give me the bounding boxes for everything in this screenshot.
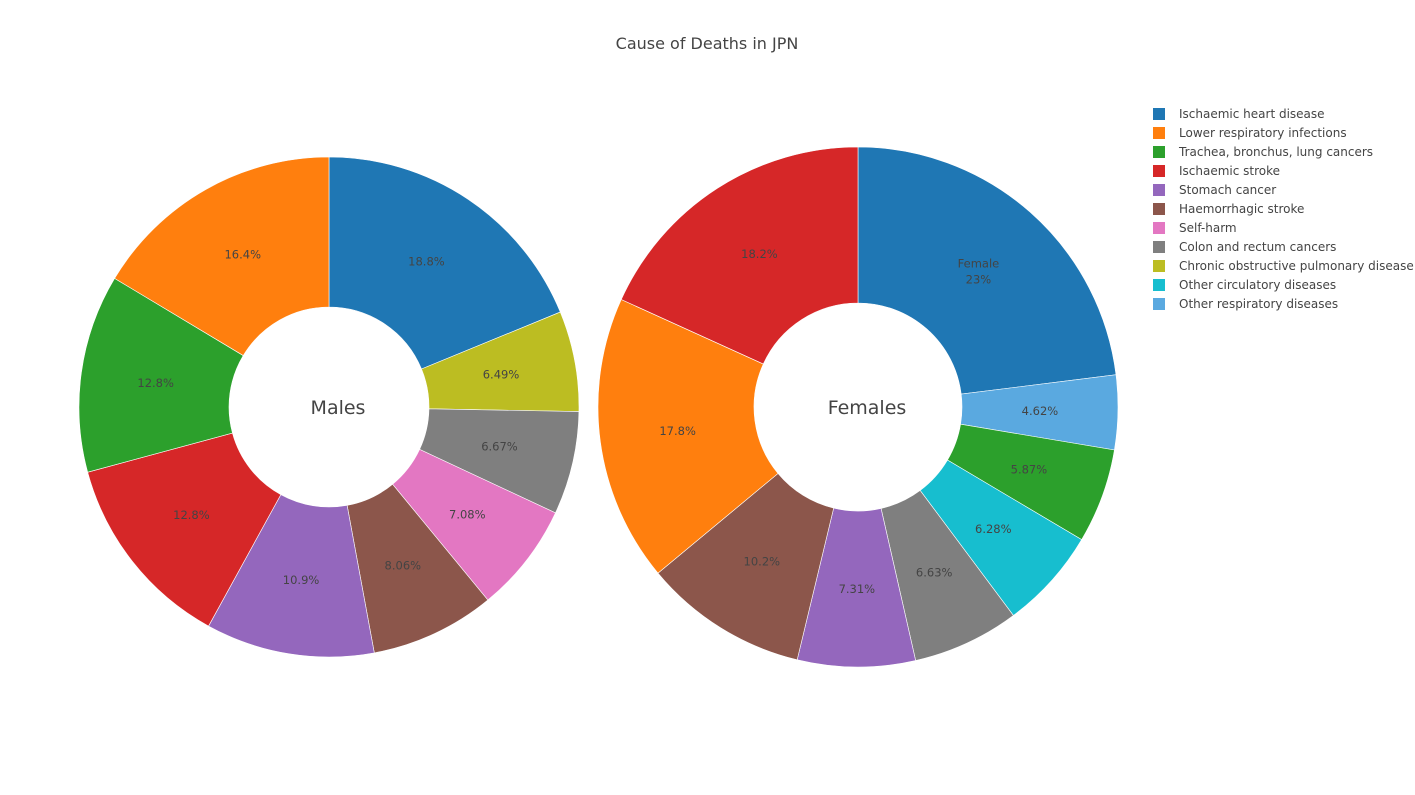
pie-slice-trachea-bronchus-lung-cancers[interactable] <box>78 277 244 473</box>
pie-slice-ischaemic-heart-disease[interactable] <box>857 146 1117 395</box>
pie-males: 18.8% 6.49% 6.67% 7.08% 8.06% 10.9% 12.8% 12.8%… <box>78 156 580 658</box>
legend-label: Ischaemic heart disease <box>1179 107 1325 121</box>
legend: Ischaemic heart disease Lower respiratory… <box>1153 107 1414 311</box>
legend-label: Stomach cancer <box>1179 183 1276 197</box>
legend-item-chronic-obstructive-pulmonary-disease[interactable]: Chronic obstructive pulmonary disease <box>1153 259 1414 273</box>
pie-slice-lower-respiratory-infections[interactable] <box>597 299 779 574</box>
legend-label: Ischaemic stroke <box>1179 164 1280 178</box>
slice-label: 16.4% <box>224 248 261 262</box>
slice-sublabel: Female <box>958 257 1000 271</box>
slice-label: 23% <box>966 273 992 287</box>
slice-label: 12.8% <box>173 508 210 522</box>
slice-label: 10.2% <box>744 555 781 569</box>
legend-label: Lower respiratory infections <box>1179 126 1347 140</box>
legend-label: Other respiratory diseases <box>1179 297 1338 311</box>
legend-label: Colon and rectum cancers <box>1179 240 1336 254</box>
legend-swatch <box>1153 222 1165 234</box>
slice-label: 6.28% <box>975 522 1012 536</box>
legend-item-colon-and-rectum-cancers[interactable]: Colon and rectum cancers <box>1153 240 1336 254</box>
legend-swatch <box>1153 127 1165 139</box>
pie-slice-ischaemic-stroke[interactable] <box>87 432 282 627</box>
legend-item-ischaemic-heart-disease[interactable]: Ischaemic heart disease <box>1153 107 1325 121</box>
slice-label: 18.2% <box>741 247 778 261</box>
pie-slice-ischaemic-stroke[interactable] <box>620 146 859 365</box>
legend-item-other-respiratory-diseases[interactable]: Other respiratory diseases <box>1153 297 1338 311</box>
chart-title: Cause of Deaths in JPN <box>616 34 799 53</box>
legend-item-stomach-cancer[interactable]: Stomach cancer <box>1153 183 1276 197</box>
pies-group: 18.8% 6.49% 6.67% 7.08% 8.06% 10.9% 12.8% 12.8%… <box>78 146 1119 668</box>
slice-label: 6.67% <box>481 440 518 454</box>
legend-label: Haemorrhagic stroke <box>1179 202 1304 216</box>
slice-label: 17.8% <box>659 424 696 438</box>
legend-swatch <box>1153 298 1165 310</box>
legend-swatch <box>1153 203 1165 215</box>
slice-label: 6.49% <box>483 368 520 382</box>
legend-item-trachea-bronchus-lung-cancers[interactable]: Trachea, bronchus, lung cancers <box>1153 145 1373 159</box>
slice-label: 10.9% <box>283 573 320 587</box>
legend-item-other-circulatory-diseases[interactable]: Other circulatory diseases <box>1153 278 1336 292</box>
legend-label: Chronic obstructive pulmonary disease <box>1179 259 1414 273</box>
slice-label: 4.62% <box>1022 404 1059 418</box>
legend-swatch <box>1153 184 1165 196</box>
pie-slice-ischaemic-heart-disease[interactable] <box>328 156 561 370</box>
slice-label: 18.8% <box>408 255 445 269</box>
legend-label: Trachea, bronchus, lung cancers <box>1178 145 1373 159</box>
pie-slice-haemorrhagic-stroke[interactable] <box>657 473 835 661</box>
slice-label: 8.06% <box>385 559 422 573</box>
legend-item-lower-respiratory-infections[interactable]: Lower respiratory infections <box>1153 126 1347 140</box>
legend-item-haemorrhagic-stroke[interactable]: Haemorrhagic stroke <box>1153 202 1304 216</box>
slice-label: 7.31% <box>839 582 876 596</box>
legend-swatch <box>1153 108 1165 120</box>
legend-swatch <box>1153 146 1165 158</box>
legend-label: Self-harm <box>1179 221 1237 235</box>
legend-swatch <box>1153 165 1165 177</box>
pie-center-label: Males <box>311 397 366 419</box>
legend-swatch <box>1153 241 1165 253</box>
pie-slice-lower-respiratory-infections[interactable] <box>114 156 330 356</box>
legend-swatch <box>1153 279 1165 291</box>
legend-item-ischaemic-stroke[interactable]: Ischaemic stroke <box>1153 164 1280 178</box>
slice-label: 6.63% <box>916 565 953 579</box>
slice-label: 5.87% <box>1011 463 1048 477</box>
legend-item-self-harm[interactable]: Self-harm <box>1153 221 1237 235</box>
legend-swatch <box>1153 260 1165 272</box>
pie-females: Female 23% 4.62% 5.87% 6.28% 6.63% 7.31% 10.2% 1… <box>597 146 1119 668</box>
pie-center-label: Females <box>828 397 907 419</box>
slice-label: 12.8% <box>137 376 174 390</box>
legend-label: Other circulatory diseases <box>1179 278 1336 292</box>
slice-label: 7.08% <box>449 507 486 521</box>
